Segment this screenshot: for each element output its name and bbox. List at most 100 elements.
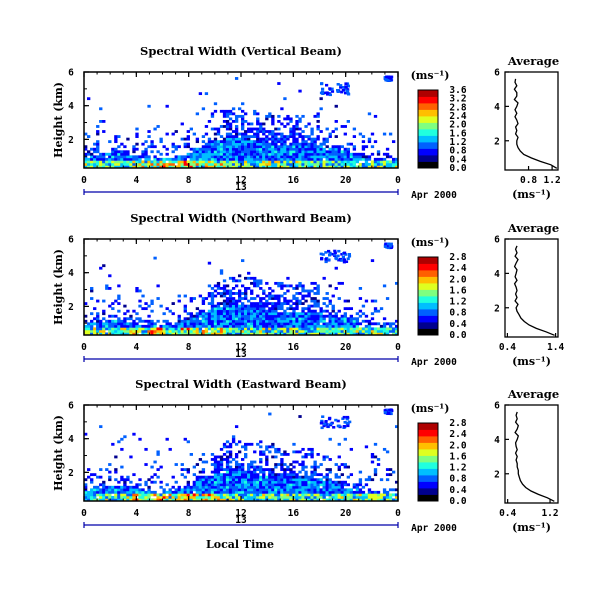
- panel-2: Spectral Width (Northward Beam)246Height…: [52, 211, 564, 368]
- profile-x-tick-label: 0.4: [499, 342, 516, 353]
- colorbar-frame: [417, 89, 439, 169]
- colorbar-segment: [418, 449, 438, 451]
- y-axis-label: Height (km): [52, 249, 65, 325]
- colorbar-tick-label: 1.2: [449, 297, 466, 308]
- colorbar-segment: [418, 486, 438, 489]
- colorbar-tick-label: 2.0: [449, 440, 466, 451]
- colorbar-segment: [418, 450, 438, 452]
- profile-title: Average: [507, 221, 559, 235]
- colorbar-tick-label: 0.0: [449, 330, 466, 341]
- colorbar-segment: [418, 156, 438, 158]
- colorbar-segment: [418, 147, 438, 149]
- colorbar-segment: [418, 495, 438, 498]
- profile-frame: [504, 238, 559, 338]
- profile-title: Average: [507, 387, 559, 401]
- x-tick-label: 8: [186, 342, 192, 353]
- panel-3: Spectral Width (Eastward Beam)246Height …: [52, 377, 559, 534]
- colorbar-segment: [418, 257, 438, 259]
- colorbar-segment: [418, 101, 438, 104]
- colorbar-segment: [418, 126, 438, 129]
- colorbar-tick-label: 0.8: [449, 308, 466, 319]
- colorbar-segment: [418, 475, 438, 477]
- colorbar-segment: [418, 91, 438, 93]
- profile-x-tick-label: 0.4: [499, 508, 516, 519]
- colorbar-frame: [417, 422, 439, 502]
- colorbar-segment: [418, 263, 438, 266]
- colorbar-segment: [418, 161, 438, 164]
- colorbar-tick-label: 2.8: [449, 102, 466, 113]
- profile-y-tick-label: 6: [494, 68, 500, 79]
- colorbar-segment: [418, 437, 438, 439]
- profile-y-tick-label: 4: [494, 269, 500, 280]
- y-tick-label: 4: [68, 268, 74, 279]
- colorbar-segment: [418, 121, 438, 123]
- colorbar-tick-label: 2.4: [449, 263, 466, 274]
- x-tick-label: 4: [133, 342, 139, 353]
- colorbar-segment: [418, 100, 438, 103]
- x-tick-label: 16: [288, 508, 300, 519]
- x-tick-label: 0: [81, 175, 87, 186]
- colorbar-segment: [418, 318, 438, 320]
- y-tick-label: 4: [68, 101, 74, 112]
- panel-1: Spectral Width (Vertical Beam)246Height …: [52, 44, 561, 201]
- colorbar-tick-label: 1.2: [449, 137, 466, 148]
- y-tick-label: 6: [68, 68, 74, 79]
- colorbar-tick-label: 0.8: [449, 474, 466, 485]
- colorbar-segment: [418, 306, 438, 309]
- profile-y-tick-label: 2: [494, 303, 500, 314]
- colorbar-segment: [418, 476, 438, 478]
- colorbar-segment: [418, 485, 438, 488]
- colorbar-segment: [418, 157, 438, 160]
- colorbar-segment: [418, 430, 438, 433]
- x-tick-label: 0: [395, 508, 401, 519]
- colorbar-segment: [418, 432, 438, 434]
- panel-title: Spectral Width (Eastward Beam): [135, 377, 347, 391]
- colorbar-segment: [418, 298, 438, 301]
- colorbar-tick-label: 2.8: [449, 252, 466, 263]
- profile-y-tick-label: 2: [494, 136, 500, 147]
- colorbar-segment: [418, 283, 438, 285]
- colorbar-tick-label: 0.8: [449, 146, 466, 157]
- y-tick-label: 2: [68, 302, 74, 313]
- colorbar-segment: [418, 123, 438, 126]
- colorbar-tick-label: 0.4: [449, 319, 466, 330]
- colorbar-segment: [418, 447, 438, 450]
- colorbar-segment: [418, 442, 438, 445]
- colorbar-segment: [418, 264, 438, 267]
- colorbar-segment: [418, 473, 438, 476]
- colorbar-segment: [418, 292, 438, 294]
- colorbar-segment: [418, 452, 438, 455]
- profile-y-tick-label: 4: [494, 102, 500, 113]
- colorbar-segment: [418, 482, 438, 485]
- colorbar-frame: [417, 256, 439, 336]
- colorbar-segment: [418, 324, 438, 327]
- colorbar-tick-label: 0.0: [449, 163, 466, 174]
- colorbar-tick-label: 3.6: [449, 85, 466, 96]
- colorbar-segment: [418, 285, 438, 288]
- colorbar-segment: [418, 303, 438, 306]
- date-label: Apr 2000: [411, 523, 457, 534]
- colorbar-segment: [418, 489, 438, 491]
- colorbar-segment: [418, 488, 438, 490]
- colorbar-segment: [418, 458, 438, 460]
- colorbar-segment: [418, 108, 438, 110]
- colorbar-segment: [418, 153, 438, 156]
- profile-line: [513, 78, 558, 169]
- colorbar-tick-label: 2.4: [449, 111, 466, 122]
- colorbar-segment: [418, 116, 438, 118]
- colorbar-segment: [418, 471, 438, 473]
- colorbar-segment: [418, 327, 438, 329]
- colorbar-segment: [418, 106, 438, 109]
- colorbar-segment: [418, 138, 438, 140]
- colorbar-segment: [418, 425, 438, 428]
- profile-x-label: (ms⁻¹): [512, 188, 551, 201]
- y-tick-label: 6: [68, 235, 74, 246]
- colorbar-segment: [418, 158, 438, 161]
- colorbar-segment: [418, 273, 438, 276]
- colorbar-segment: [418, 109, 438, 112]
- colorbar-segment: [418, 288, 438, 290]
- colorbar-segment: [418, 314, 438, 316]
- colorbar-segment: [418, 445, 438, 447]
- y-tick-label: 2: [68, 135, 74, 146]
- colorbar-segment: [418, 491, 438, 494]
